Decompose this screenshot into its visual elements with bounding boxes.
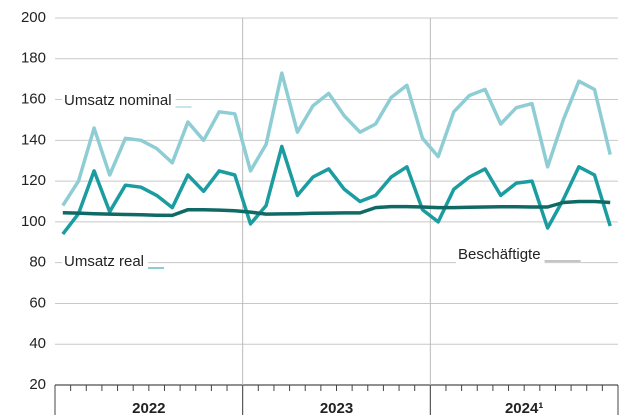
year-label: 2024¹ (505, 400, 543, 417)
series-line (61, 71, 612, 207)
y-tick-label: 20 (29, 376, 46, 393)
series-label: Umsatz real (64, 253, 144, 270)
y-tick-label: 160 (21, 91, 46, 108)
y-tick-label: 200 (21, 9, 46, 26)
y-tick-label: 120 (21, 172, 46, 189)
y-tick-label: 100 (21, 213, 46, 230)
label-bg (456, 245, 545, 265)
year-label: 2022 (132, 400, 165, 417)
label-bg (62, 91, 176, 111)
y-tick-label: 60 (29, 294, 46, 311)
series-line (62, 199, 611, 218)
series-line (61, 144, 612, 236)
y-tick-label: 180 (21, 50, 46, 67)
year-label: 2023 (320, 400, 353, 417)
y-tick-label: 140 (21, 131, 46, 148)
y-tick-label: 40 (29, 335, 46, 352)
series-label: Umsatz nominal (64, 92, 172, 109)
y-tick-label: 80 (29, 254, 46, 271)
series-label: Beschäftigte (458, 246, 541, 263)
label-bg (62, 252, 149, 272)
